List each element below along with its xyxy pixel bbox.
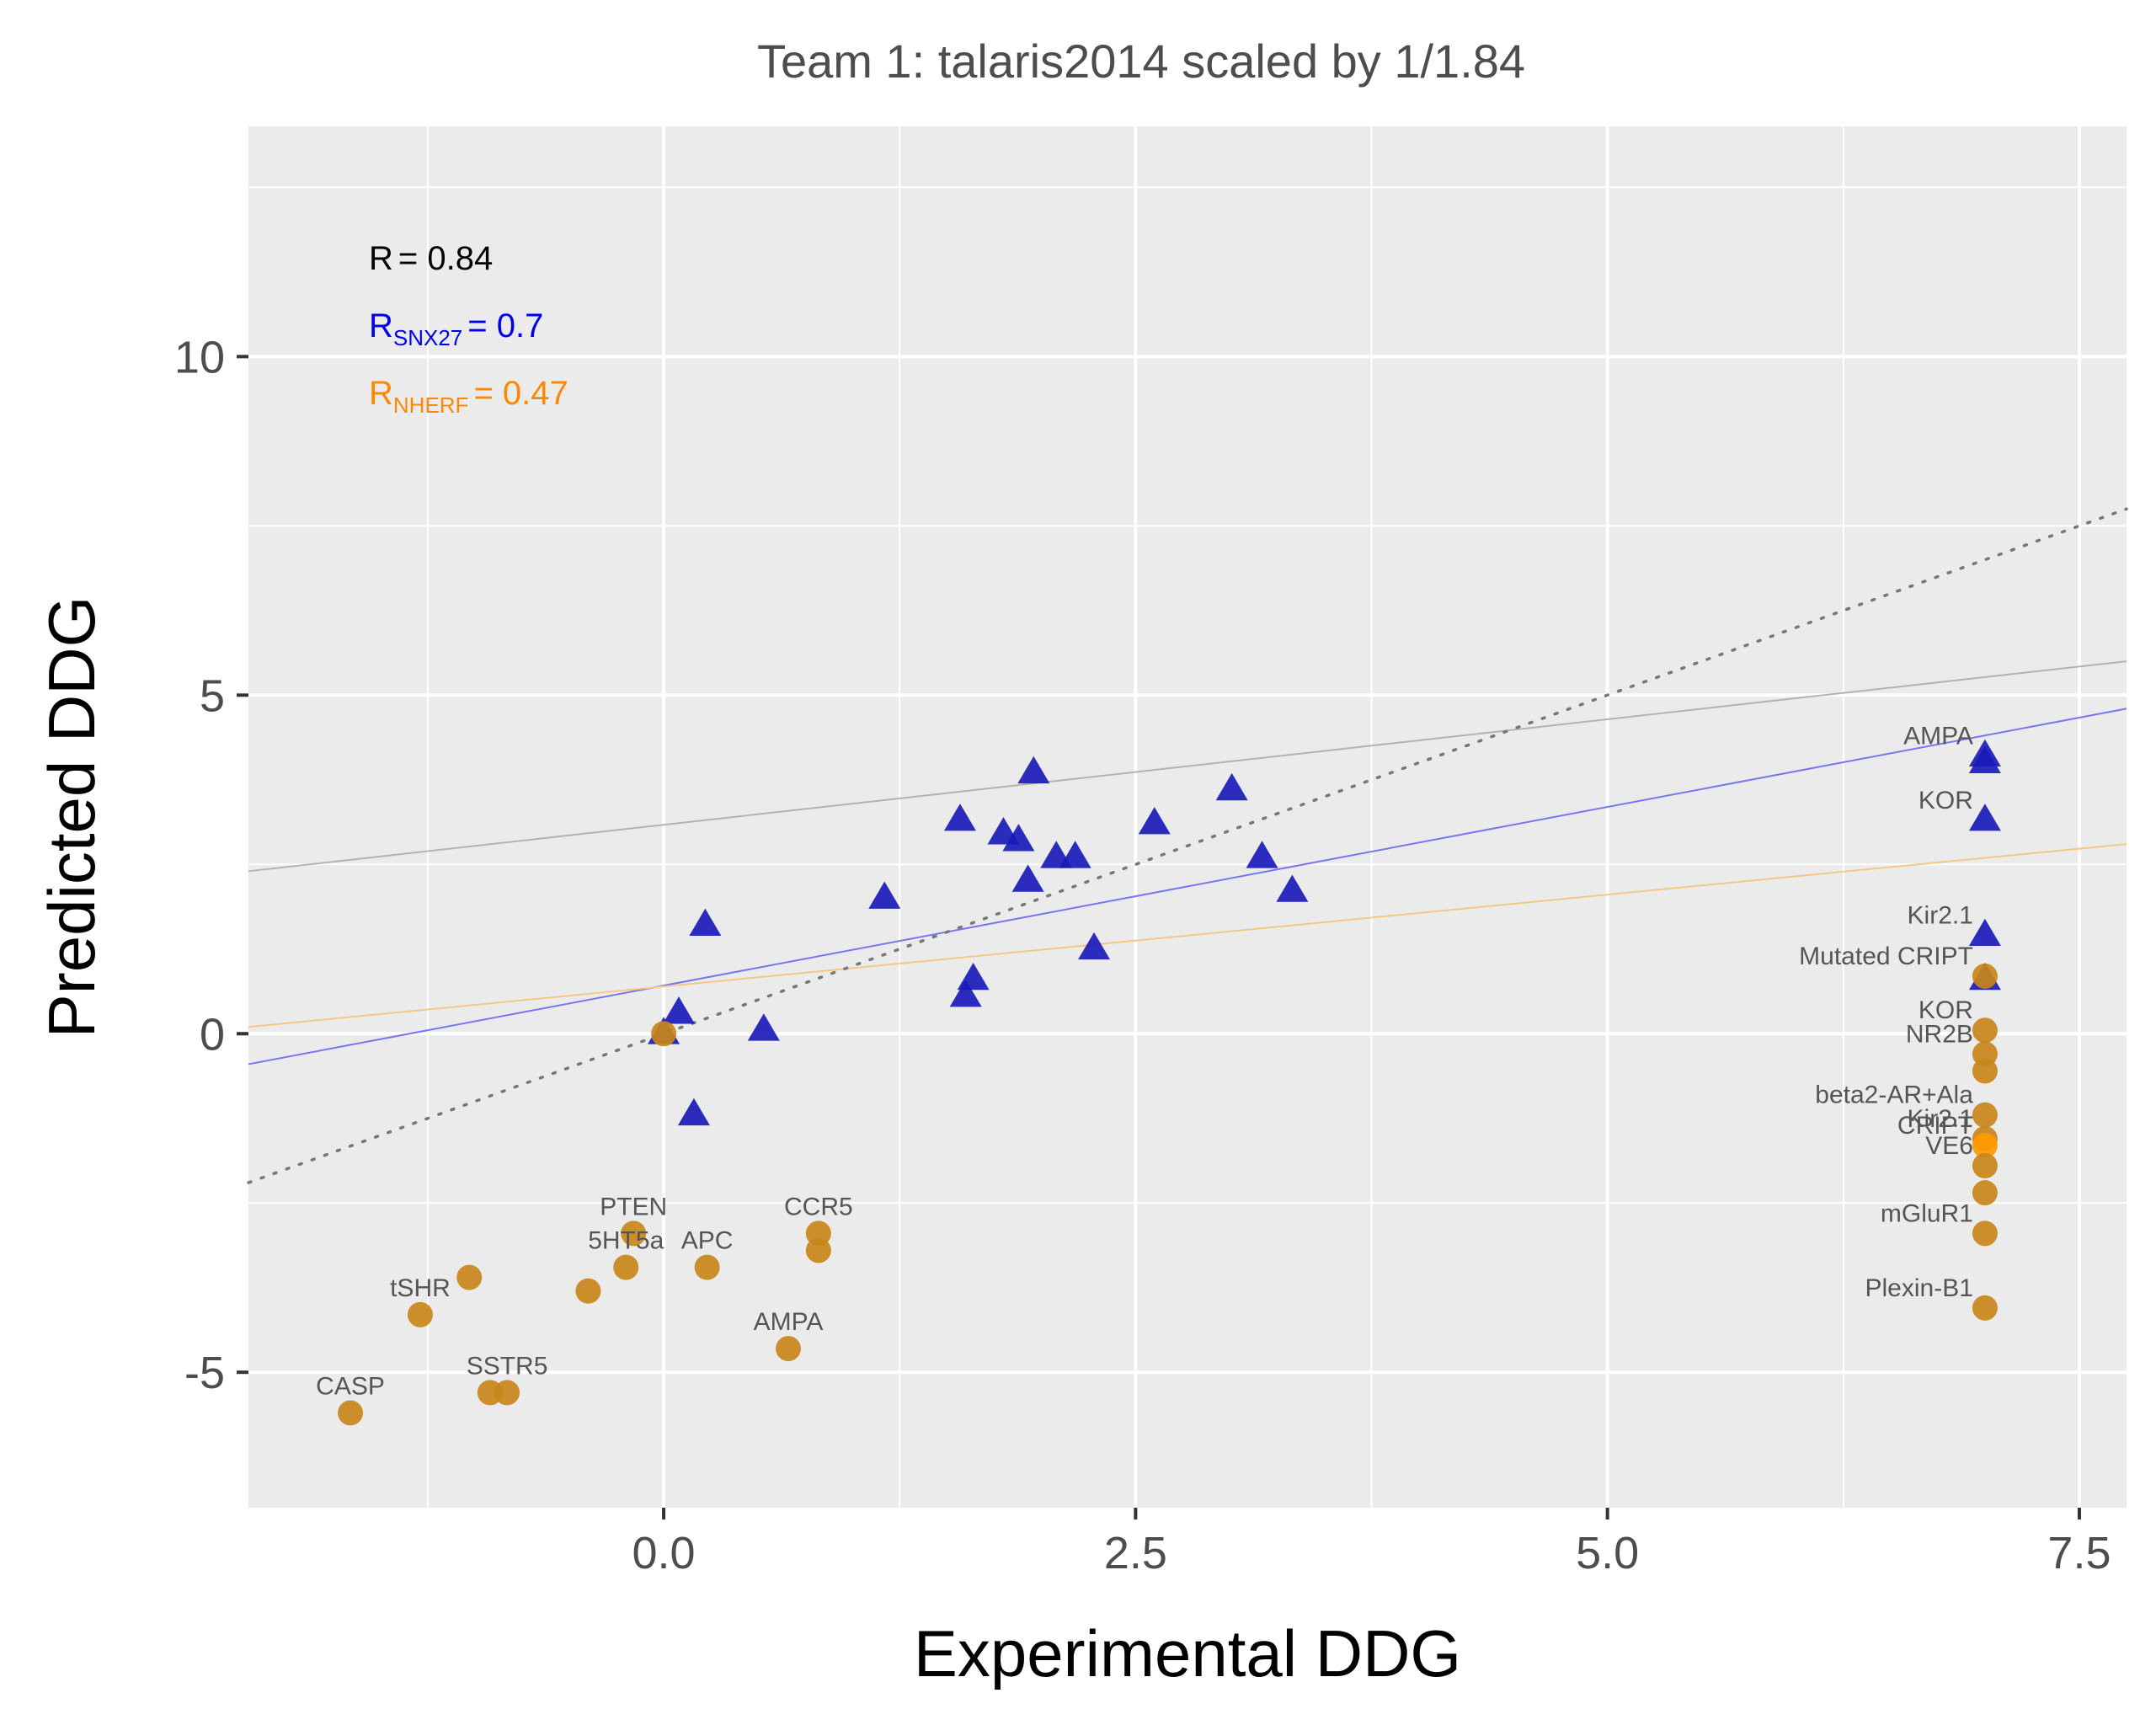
snx27-point xyxy=(1011,864,1044,892)
snx27-point xyxy=(1002,824,1035,852)
point-label: AMPA xyxy=(754,1308,824,1336)
point-label: NR2B xyxy=(1906,1020,1973,1048)
x-axis-ticks: 0.0 2.5 5.0 7.5 xyxy=(632,1508,2111,1578)
snx27-point xyxy=(949,980,982,1007)
nherf-point xyxy=(775,1336,801,1362)
x-tick-label: 2.5 xyxy=(1104,1528,1167,1578)
nherf-point xyxy=(651,1021,677,1047)
point-label: tSHR xyxy=(390,1274,451,1302)
nherf-point xyxy=(1972,1102,1998,1128)
snx27-point xyxy=(1078,932,1111,960)
point-label: beta2-AR+Ala xyxy=(1815,1081,1973,1109)
snx27-point xyxy=(689,908,722,936)
data-points xyxy=(338,739,2001,1426)
correlation-stats: R = 0.84 RSNX27 = 0.7 RNHERF = 0.47 xyxy=(369,240,568,418)
point-label: SSTR5 xyxy=(467,1352,548,1380)
y-axis-ticks: -5 0 5 10 xyxy=(174,332,248,1398)
snx27-point xyxy=(1246,841,1278,868)
snx27-point xyxy=(1059,841,1091,868)
snx27-point xyxy=(1276,874,1309,902)
point-labels: AMPA KOR Kir2.1 CASP tSHR SSTR5 5HT5a PTEN APC AM… xyxy=(316,723,1973,1401)
y-tick-label: 5 xyxy=(200,670,225,721)
point-label: AMPA xyxy=(1903,723,1973,750)
snx27-point xyxy=(1968,918,2001,947)
snx27-point xyxy=(1215,772,1248,801)
correlation-stat: RNHERF = 0.47 xyxy=(369,375,568,418)
x-axis-title: Experimental DDG xyxy=(914,1616,1461,1690)
nherf-point xyxy=(575,1278,601,1304)
snx27-point xyxy=(662,996,695,1024)
point-label: APC xyxy=(681,1227,734,1255)
snx27-point xyxy=(1968,804,2001,831)
point-label: CASP xyxy=(316,1372,385,1400)
fit-line-identity xyxy=(247,507,2128,1184)
fit-line-overall xyxy=(248,660,2127,873)
y-tick-label: 10 xyxy=(174,332,225,382)
snx27-point xyxy=(957,962,990,991)
snx27-point xyxy=(1968,745,2001,774)
snx27-point xyxy=(1017,756,1050,784)
nherf-point xyxy=(1972,1153,1998,1179)
point-label: Mutated CRIPT xyxy=(1799,943,1973,970)
point-label: Kir2.1 xyxy=(1908,902,1973,930)
point-label: CCR5 xyxy=(784,1193,853,1220)
nherf-point xyxy=(1972,1220,1998,1247)
point-label: Kir2.1 xyxy=(1908,1105,1973,1133)
fit-line-nherf xyxy=(248,843,2127,1028)
snx27-point xyxy=(1138,807,1171,835)
nherf-point xyxy=(1972,1017,1998,1044)
correlation-stat: RSNX27 = 0.7 xyxy=(369,307,543,350)
nherf-point xyxy=(1972,1180,1998,1206)
nherf-point xyxy=(1972,1132,1998,1158)
gridlines xyxy=(248,126,2127,1508)
nherf-point xyxy=(613,1254,639,1280)
point-label: CRIPT xyxy=(1897,1112,1973,1140)
nherf-point xyxy=(338,1400,364,1426)
fit-line-snx27 xyxy=(248,708,2127,1065)
correlation-stat: R = 0.84 xyxy=(369,240,493,277)
nherf-point xyxy=(456,1264,483,1290)
point-label: 5HT5a xyxy=(588,1227,664,1255)
y-tick-label: 0 xyxy=(200,1009,225,1060)
nherf-point xyxy=(1972,1058,1998,1084)
nherf-point xyxy=(621,1220,647,1247)
point-label: PTEN xyxy=(600,1193,667,1220)
snx27-point xyxy=(943,804,976,831)
nherf-point xyxy=(694,1254,720,1280)
point-label: KOR xyxy=(1919,787,1973,814)
nherf-point xyxy=(494,1380,520,1406)
nherf-point xyxy=(1972,1295,1998,1321)
point-label: KOR xyxy=(1919,996,1973,1024)
nherf-point xyxy=(407,1301,433,1327)
x-tick-label: 5.0 xyxy=(1576,1528,1639,1578)
nherf-point xyxy=(1972,963,1998,989)
chart-title: Team 1: talaris2014 scaled by 1/1.84 xyxy=(757,35,1525,88)
snx27-point xyxy=(868,881,901,909)
point-label: VE6 xyxy=(1925,1132,1973,1160)
x-tick-label: 0.0 xyxy=(632,1528,696,1578)
nherf-point xyxy=(805,1237,831,1263)
point-label: Plexin-B1 xyxy=(1865,1274,1973,1302)
y-tick-label: -5 xyxy=(184,1348,225,1398)
point-label: mGluR1 xyxy=(1881,1199,1973,1227)
snx27-point xyxy=(677,1097,710,1126)
snx27-point xyxy=(747,1013,780,1041)
y-axis-title: Predicted DDG xyxy=(35,596,109,1039)
fit-lines xyxy=(247,507,2128,1184)
x-tick-label: 7.5 xyxy=(2047,1528,2111,1578)
